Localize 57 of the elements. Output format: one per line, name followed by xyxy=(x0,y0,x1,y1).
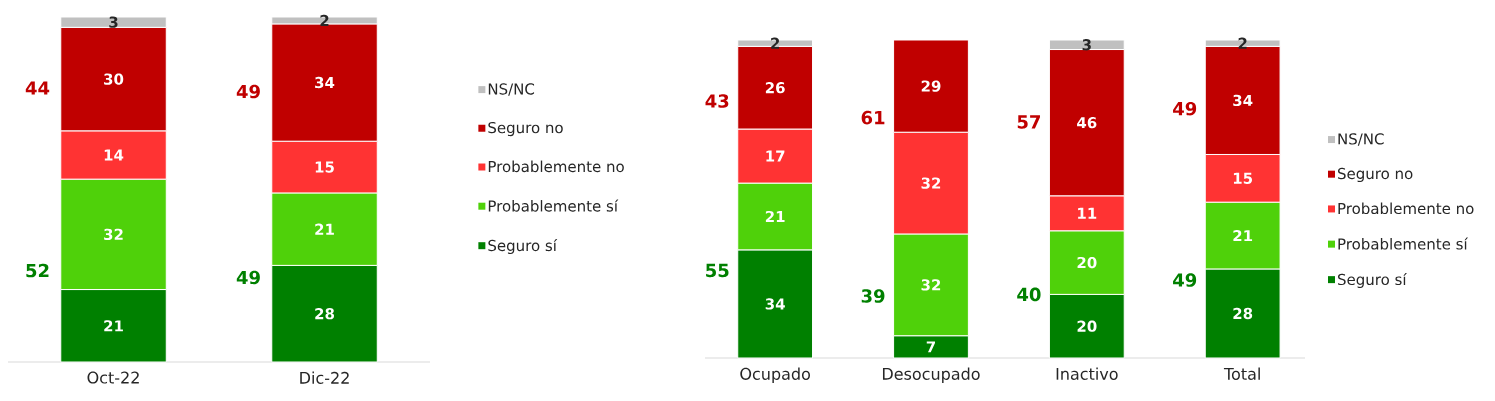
data-label: 29 xyxy=(921,80,941,92)
data-label: 32 xyxy=(104,228,123,241)
annotation: 52 xyxy=(26,263,49,278)
legend-label: NS/NC xyxy=(1338,133,1384,146)
data-label: 7 xyxy=(926,341,935,353)
legend-label: Seguro sí xyxy=(1337,272,1407,288)
annotation: 61 xyxy=(861,110,885,125)
data-label: 28 xyxy=(1233,307,1253,320)
data-label: 2 xyxy=(320,14,329,27)
data-label: 2 xyxy=(1238,37,1247,49)
data-label: 15 xyxy=(315,161,334,173)
legend-label: Probablemente no xyxy=(488,160,624,173)
annotation: 44 xyxy=(25,81,50,95)
data-label: 11 xyxy=(1078,207,1097,219)
x-tick-label: Oct-22 xyxy=(87,371,139,384)
data-label: 34 xyxy=(315,76,335,89)
data-label: 2 xyxy=(771,37,780,49)
annotation: 49 xyxy=(236,270,260,285)
annotation: 43 xyxy=(705,94,729,108)
x-tick-label: Total xyxy=(1223,367,1260,380)
annotation: 49 xyxy=(1173,273,1197,287)
data-label: 32 xyxy=(921,177,941,189)
data-label: 14 xyxy=(104,149,124,161)
legend-label: Probablemente sí xyxy=(488,199,619,212)
annotation: 57 xyxy=(1017,115,1040,129)
annotation: 39 xyxy=(861,289,885,303)
legend-label: Seguro no xyxy=(1337,167,1413,183)
legend-label: NS/NC xyxy=(488,83,535,96)
data-label: 15 xyxy=(1233,172,1253,184)
data-label: 20 xyxy=(1077,256,1097,269)
legend-label: Probablemente no xyxy=(1338,202,1474,215)
data-label: 34 xyxy=(1233,94,1253,107)
legend-label: Seguro no xyxy=(488,121,563,137)
data-label: 30 xyxy=(104,73,124,85)
data-label: 46 xyxy=(1077,117,1097,129)
x-tick-label: Desocupado xyxy=(882,367,980,383)
x-tick-label: Inactivo xyxy=(1056,367,1118,380)
data-label: 21 xyxy=(104,320,123,332)
legend-label: Probablemente sí xyxy=(1338,237,1469,250)
x-tick-label: Ocupado xyxy=(740,367,810,383)
data-label: 3 xyxy=(1082,39,1091,51)
data-label: 26 xyxy=(765,82,785,94)
data-label: 3 xyxy=(109,16,118,28)
data-label: 20 xyxy=(1077,320,1097,332)
annotation: 55 xyxy=(706,263,729,278)
legend-label: Seguro sí xyxy=(488,238,558,255)
data-label: 21 xyxy=(315,223,334,235)
data-label: 32 xyxy=(921,279,941,291)
data-label: 17 xyxy=(766,150,785,162)
annotation: 49 xyxy=(236,84,260,99)
data-label: 21 xyxy=(1233,229,1253,242)
x-tick-label: Dic-22 xyxy=(300,371,349,384)
annotation: 40 xyxy=(1017,287,1041,302)
data-label: 21 xyxy=(765,210,785,223)
annotation: 49 xyxy=(1173,101,1197,116)
data-label: 34 xyxy=(765,298,785,310)
data-label: 28 xyxy=(315,308,335,320)
